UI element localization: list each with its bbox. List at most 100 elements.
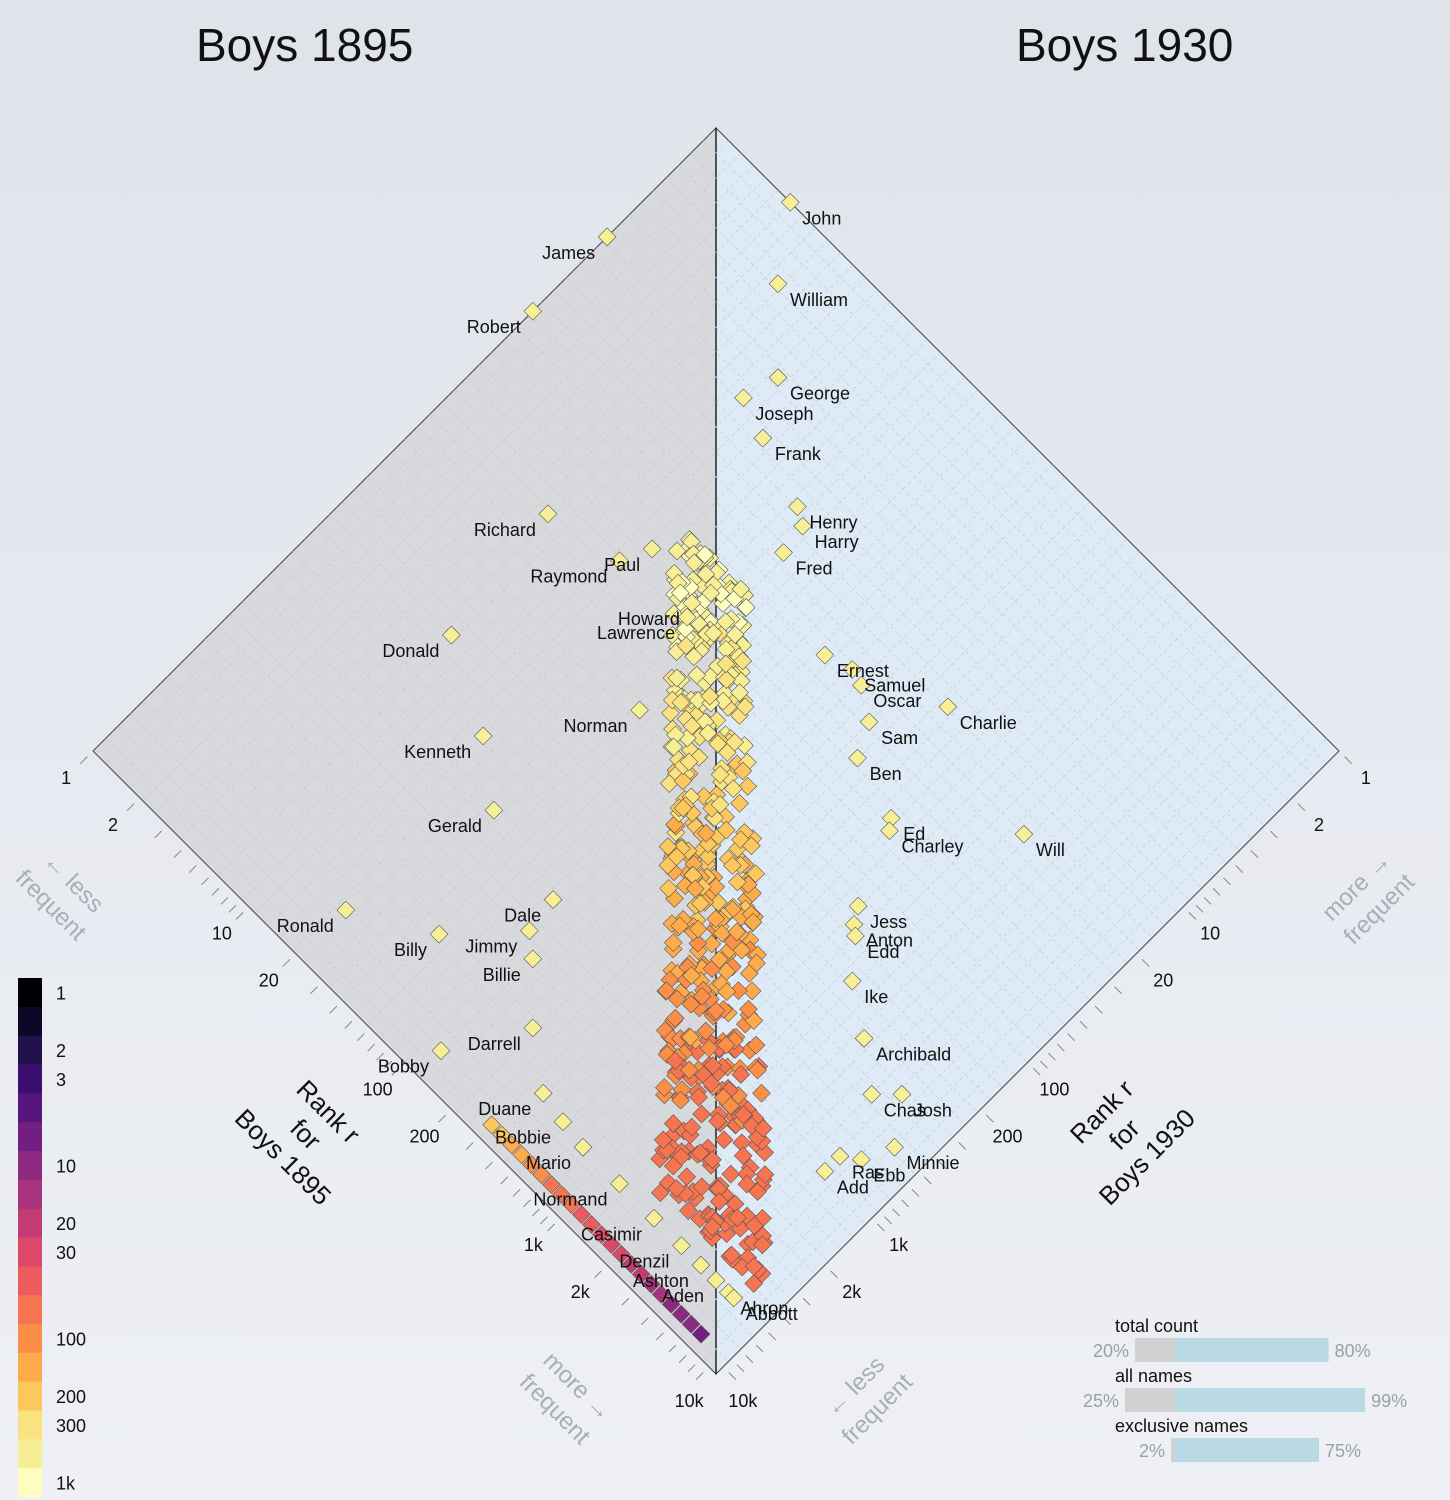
right-axis-tick-label: 10k [728,1391,758,1411]
name-label: Henry [809,513,857,533]
left-axis-tick-label: 10 [212,924,232,944]
heatmap-cell [681,1027,700,1047]
title-right: Boys 1930 [1016,19,1234,71]
axis-tick [79,756,88,765]
axis-tick [884,1216,892,1225]
axis-tick [668,1344,677,1353]
right-more-frequent: more →frequent [1317,847,1420,950]
heatmap-cell [704,623,723,643]
name-label: Gerald [428,816,482,836]
colorbar-swatch [18,1237,42,1267]
heatmap-cell [670,916,689,936]
colorbar-swatch [18,1468,42,1498]
word-cell [642,539,662,559]
axis-tick [768,1332,776,1341]
name-label: Aden [662,1286,704,1306]
word-cell [630,700,649,720]
word-cell [938,697,958,717]
heatmap-cell [522,1155,541,1174]
axis-tick [1195,904,1204,913]
axis-tick [367,1043,376,1052]
colorbar-swatch [18,1295,42,1325]
heatmap-cell [730,683,749,702]
word-cell [862,1084,882,1104]
name-label: Minnie [907,1153,960,1173]
heatmap-cell [667,1179,686,1198]
heatmap-cell [665,1051,685,1071]
heatmap-cell [752,1083,771,1103]
name-label: Samuel [864,676,925,696]
heatmap-cell [731,579,751,599]
axis-tick [1141,958,1150,967]
heatmap-cell [716,820,736,840]
colorbar-label: 3 [56,1070,66,1090]
word-cell [848,748,867,768]
heatmap-cell [713,691,733,711]
heatmap-cell [738,776,758,796]
balance-bar-right [1175,1438,1319,1462]
axis-tick [783,1317,792,1326]
colorbar: 1 2 3 10 20 30 100 200 300 1k [18,978,86,1498]
heatmap-cell [716,1035,736,1055]
heatmap-cell [725,1031,744,1050]
heatmap-cell [748,1060,767,1080]
heatmap-cell [655,1078,674,1097]
axis-tick [802,1297,811,1306]
colorbar-swatch [18,978,42,1008]
heatmap-cell [592,1225,611,1244]
heatmap-cell [717,670,736,690]
heatmap-cell [502,1135,521,1155]
heatmap-cell [717,1224,736,1244]
right-half [715,126,1340,1376]
heatmap-cell [667,668,687,688]
colorbar-swatch [18,1208,42,1238]
heatmap-cell [621,1255,641,1274]
word-cell [520,921,539,941]
heatmap-cells [336,192,1034,1344]
word-cell [768,274,788,294]
word-cell [854,1029,874,1048]
heatmap-cell [721,1096,740,1116]
name-label: Bobbie [495,1128,551,1148]
axis-tick [329,1005,338,1014]
name-label: Paul [604,555,640,575]
word-cell [1014,824,1034,844]
axis-tick [656,1332,664,1341]
heatmap-cell [631,1264,651,1284]
word-cell [892,1084,912,1104]
axis-tick [678,1355,687,1363]
word-cell [780,192,800,212]
heatmap-cell [742,836,761,856]
heatmap-cell [682,966,701,985]
heatmap-cell [664,737,683,757]
colorbar-label: 200 [56,1387,86,1407]
name-label: Frank [775,444,822,464]
name-label: Darrell [468,1034,521,1054]
balance-right-pct: 80% [1335,1341,1371,1361]
balance-left-pct: 2% [1139,1441,1165,1461]
name-label: Oscar [873,691,921,711]
heatmap-cell [723,856,742,875]
name-label: Ebb [873,1166,905,1186]
right-axis-tick-label: 2 [1314,815,1324,835]
name-label: Ashton [633,1271,689,1291]
heatmap-cell [703,1056,723,1075]
heatmap-cell [659,1173,678,1193]
heatmap-cell [727,922,747,942]
heatmap-cell [679,752,699,772]
heatmap-cell [699,1038,719,1058]
word-cell [538,504,558,524]
axis-tick [376,1052,385,1061]
heatmap-cell [708,1111,727,1131]
heatmap-cell [492,1125,512,1145]
heatmap-cell [714,1130,734,1150]
heatmap-cell [671,583,690,603]
colorbar-swatch [18,1035,42,1065]
name-label: Dale [504,906,541,926]
right-axis-tick-label: 1 [1361,768,1371,788]
heatmap-cell [703,1150,722,1170]
colorbar-label: 1k [56,1474,76,1494]
name-label: Raymond [530,567,607,587]
word-cell [859,712,879,732]
